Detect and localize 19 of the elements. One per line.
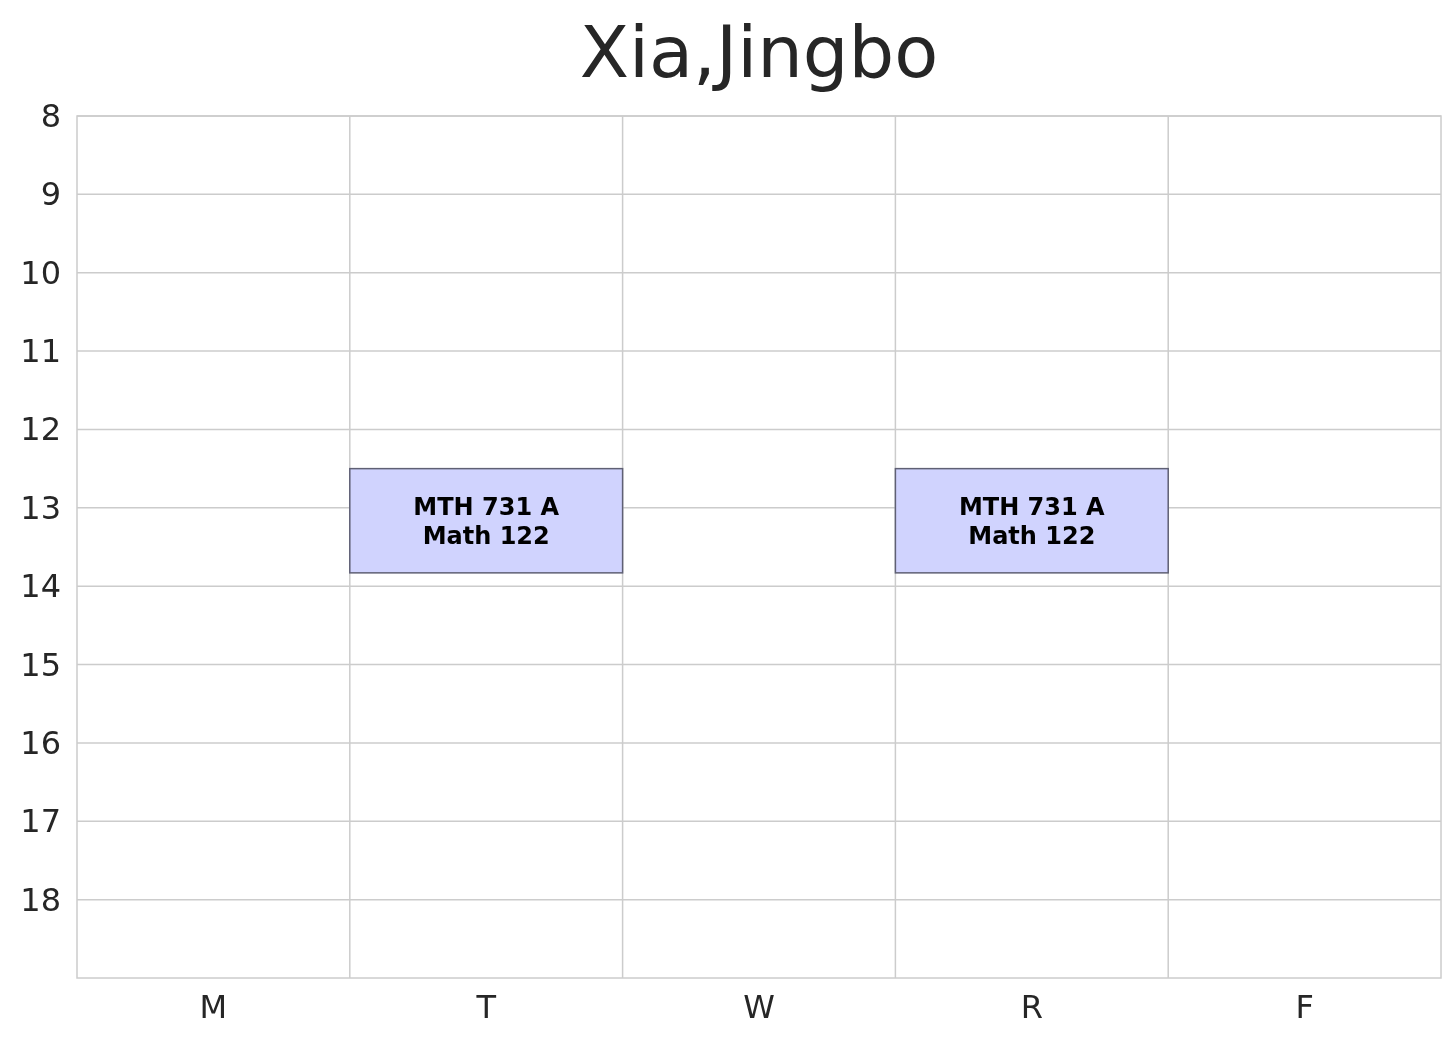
y-tick-label: 14 (20, 567, 61, 606)
y-tick-label: 17 (20, 802, 61, 841)
x-tick-label: F (1295, 988, 1314, 1026)
x-tick-label: W (743, 988, 775, 1026)
y-tick-label: 12 (20, 410, 61, 449)
x-tick-label: M (199, 988, 228, 1026)
y-tick-label: 10 (20, 253, 61, 292)
x-tick-label: T (475, 988, 497, 1026)
y-tick-label: 18 (20, 880, 61, 919)
y-tick-label: 8 (40, 97, 61, 135)
y-tick-label: 16 (20, 723, 61, 762)
data-label: MTH 731 A Math 122 (413, 493, 560, 551)
y-tick-label: 15 (20, 645, 61, 684)
y-tick-label: 13 (20, 488, 61, 527)
y-tick-label: 9 (40, 175, 61, 214)
y-tick-label: 11 (20, 332, 61, 371)
data-label: MTH 731 A Math 122 (958, 493, 1106, 551)
chart-title: Xia,Jingbo (579, 10, 939, 94)
x-tick-label: R (1020, 988, 1043, 1026)
